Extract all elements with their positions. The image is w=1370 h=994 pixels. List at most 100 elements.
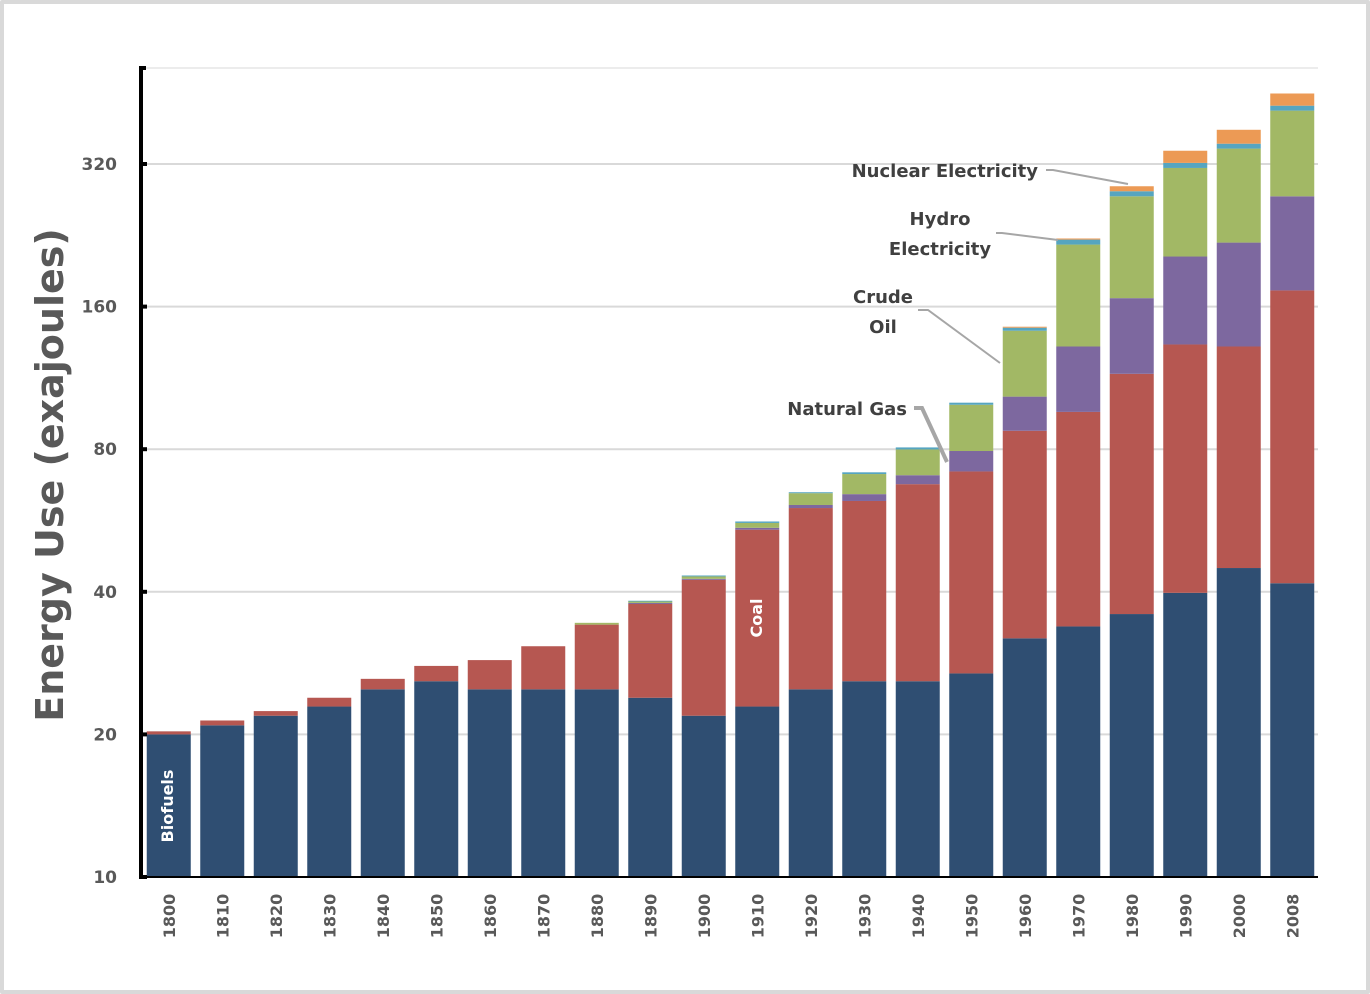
x-tick-label: 1800 [160,894,179,939]
bar-segment-hydro-electricity-1920 [788,492,833,494]
bar-segment-nuclear-electricity-1960 [1002,326,1047,328]
bar-segment-biofuels-1900 [681,715,726,877]
bar-segment-biofuels-1990 [1163,592,1208,877]
bar-segment-biofuels-1820 [253,715,298,877]
bar-segment-hydro-electricity-1930 [842,472,887,475]
bar-segment-biofuels-1860 [467,689,512,877]
x-tick-label: 1990 [1176,894,1195,939]
bar-segment-natural-gas-1900 [681,578,726,580]
bar-segment-coal-1920 [788,508,833,690]
y-tick-label: 80 [93,440,117,460]
crude-oil-label-line1: Crude [853,287,913,308]
bar-segment-natural-gas-1960 [1002,396,1047,431]
bar-segment-hydro-electricity-1980 [1109,191,1154,197]
biofuels-label: Biofuels [158,770,177,843]
bar-stack-1920 [788,492,833,877]
bar-segment-crude-oil-1950 [949,404,994,452]
bar-segment-natural-gas-1890 [628,602,673,604]
x-tick-label: 1850 [427,894,446,939]
bar-segment-crude-oil-1880 [574,622,619,625]
bar-segment-nuclear-electricity-2000 [1216,129,1261,144]
bar-segment-crude-oil-1980 [1109,196,1154,299]
bar-segment-coal-1890 [628,603,673,698]
coal-label: Coal [747,598,766,637]
bar-segment-natural-gas-1910 [735,527,780,530]
bar-segment-crude-oil-1970 [1056,244,1101,347]
bar-segment-natural-gas-1980 [1109,298,1154,374]
bar-segment-coal-1950 [949,471,994,674]
bar-segment-coal-1990 [1163,344,1208,593]
bar-segment-crude-oil-1900 [681,576,726,579]
bar-segment-nuclear-electricity-1970 [1056,238,1101,240]
bar-segment-hydro-electricity-1960 [1002,327,1047,331]
bar-segment-biofuels-1930 [842,681,887,877]
bar-segment-biofuels-2008 [1270,583,1315,877]
bar-stack-1890 [628,600,673,877]
x-tick-label: 1890 [641,894,660,939]
y-tick-label: 40 [93,583,117,603]
bar-segment-nuclear-electricity-2008 [1270,93,1315,106]
bar-segment-hydro-electricity-1970 [1056,239,1101,245]
bar-segment-coal-2008 [1270,290,1315,584]
bar-segment-natural-gas-1990 [1163,256,1208,345]
natural-gas-leader-line [914,406,949,463]
bar-stack-2000 [1216,129,1261,877]
y-tick-label: 320 [82,155,118,175]
bar-segment-natural-gas-1930 [842,494,887,501]
bar-segment-coal-1830 [307,697,352,707]
bar-segment-coal-1970 [1056,411,1101,627]
bar-segment-hydro-electricity-1900 [681,575,726,577]
bar-stack-1850 [414,665,459,877]
x-tick-label: 1900 [695,894,714,939]
bar-segment-hydro-electricity-1910 [735,521,780,523]
nuclear-leader-line [1046,169,1129,185]
bar-segment-coal-1900 [681,579,726,716]
bar-segment-biofuels-1810 [200,725,245,877]
bar-segment-hydro-electricity-1890 [628,600,673,602]
bar-segment-natural-gas-1950 [949,451,994,472]
bar-segment-crude-oil-1940 [895,449,940,476]
natural-gas-label: Natural Gas [787,399,907,420]
bar-segment-biofuels-1920 [788,689,833,877]
bar-segment-coal-1910 [735,529,780,707]
bar-segment-biofuels-1870 [521,689,566,877]
nuclear-electricity-label: Nuclear Electricity [852,161,1039,182]
bar-stack-1970 [1056,238,1101,877]
hydro-electricity-label-line1: Hydro [910,209,971,230]
bar-stack-1800 [146,731,191,877]
x-tick-labels: 1800 1810 1820 1830 1840 1850 1860 1870 1880 1890… [160,894,1303,939]
bar-segment-coal-1840 [360,678,405,690]
bar-segment-biofuels-1890 [628,697,673,877]
x-tick-label: 2000 [1230,894,1249,939]
x-tick-label: 1880 [588,894,607,939]
bar-segment-natural-gas-1970 [1056,346,1101,412]
bar-stack-1830 [307,697,352,877]
bar-segment-crude-oil-1920 [788,493,833,505]
y-tick-label: 160 [82,298,118,318]
bar-segment-crude-oil-1990 [1163,167,1208,257]
bar-segment-biofuels-1850 [414,681,459,877]
bar-stack-2008 [1270,93,1315,877]
bar-stack-1840 [360,678,405,877]
x-tick-label: 1820 [267,894,286,939]
bar-segment-natural-gas-2008 [1270,196,1315,291]
bar-stack-1940 [895,447,940,877]
x-tick-label: 1830 [320,894,339,939]
y-tick-label: 20 [93,725,117,745]
bar-segment-crude-oil-1930 [842,474,887,495]
bar-segment-natural-gas-1920 [788,504,833,509]
x-tick-label: 1970 [1069,894,1088,939]
bar-stack-1880 [574,622,619,877]
bar-segment-biofuels-1970 [1056,626,1101,877]
bar-stack-1980 [1109,186,1154,877]
bar-segment-coal-1880 [574,624,619,690]
axes [139,66,1318,879]
bar-segment-coal-1820 [253,711,298,716]
bar-segment-crude-oil-2008 [1270,110,1315,197]
y-axis-title: Energy Use (exajoules) [28,228,72,721]
hydro-electricity-label-line2: Electricity [889,239,991,260]
bar-segment-hydro-electricity-1990 [1163,162,1208,168]
bar-segment-biofuels-1910 [735,706,780,877]
annotation-leaders [914,169,1129,463]
bar-segment-biofuels-1830 [307,706,352,877]
